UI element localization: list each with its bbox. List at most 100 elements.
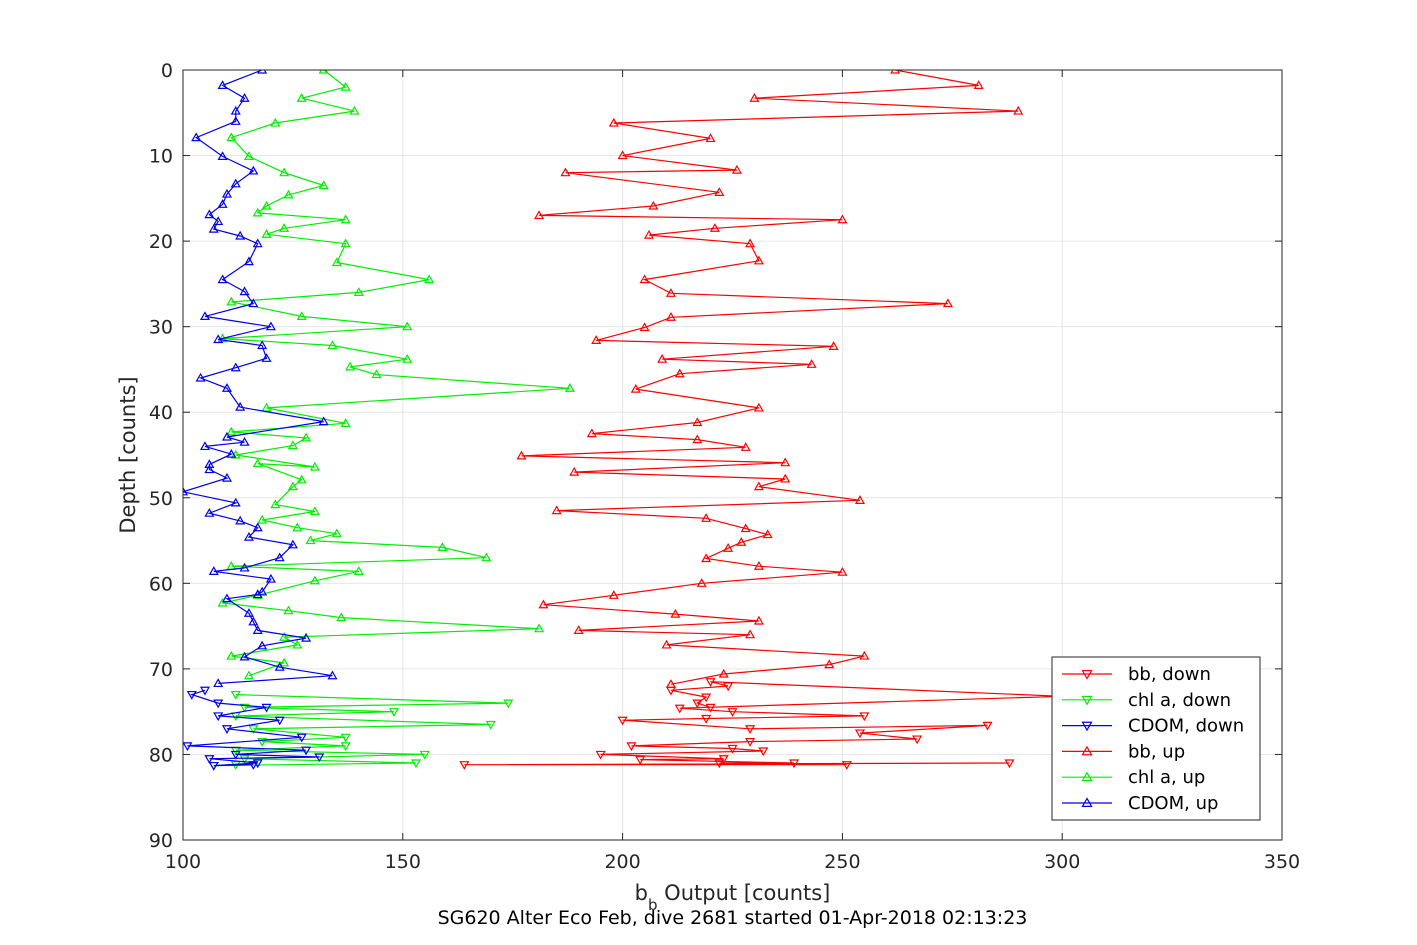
data-point [283, 189, 294, 199]
data-point [283, 605, 294, 615]
data-point [516, 450, 527, 460]
data-point [230, 690, 241, 700]
data-point [837, 567, 848, 576]
data-point [841, 761, 852, 770]
data-point [248, 761, 259, 770]
data-point [410, 759, 422, 769]
data-point [292, 522, 303, 532]
data-point [630, 383, 641, 393]
data-point [226, 448, 237, 458]
series-line-chl-a-up [222, 70, 570, 677]
data-point [982, 721, 993, 731]
series-bb-down [459, 678, 1068, 770]
data-point [279, 223, 290, 232]
data-point [252, 207, 263, 217]
data-point [252, 522, 263, 532]
data-point [230, 750, 241, 760]
data-point [265, 321, 276, 331]
data-point [213, 216, 224, 226]
data-point [301, 632, 312, 642]
data-point [749, 93, 760, 102]
data-point [318, 180, 329, 190]
x-tick-label: 100 [165, 851, 201, 873]
data-point [257, 514, 268, 524]
data-point [208, 566, 219, 575]
legend-marker [1081, 721, 1093, 732]
data-point [292, 639, 303, 649]
data-point [204, 209, 215, 219]
data-point [705, 703, 716, 713]
data-point [753, 255, 764, 265]
data-point [617, 150, 628, 160]
x-tick-label: 300 [1044, 851, 1080, 873]
data-point [701, 553, 712, 563]
data-point [859, 712, 870, 722]
data-point [854, 495, 866, 504]
data-point [279, 657, 290, 667]
x-axis-label-subscript: b [648, 896, 658, 914]
data-point [665, 312, 676, 321]
series-line-bb-down [464, 681, 1063, 766]
legend-label: chl a, up [1128, 767, 1205, 788]
data-point [305, 535, 316, 545]
data-point [890, 70, 901, 74]
series-cdom-down [183, 686, 325, 771]
y-tick-label: 10 [149, 146, 173, 168]
y-axis-label: Depth [counts] [116, 376, 140, 533]
data-point [243, 670, 254, 680]
data-point [1013, 105, 1024, 115]
data-point [635, 755, 646, 765]
data-point [657, 353, 668, 363]
data-point [674, 368, 685, 378]
data-point [714, 759, 725, 769]
axes: 100 150 200 250 300 350 0 10 20 30 40 50 60 70 80 90 [149, 60, 1300, 873]
data-point [252, 625, 263, 634]
data-point [183, 486, 189, 496]
legend-item: CDOM, up [1062, 793, 1218, 814]
data-point [204, 507, 215, 517]
legend-marker [1081, 797, 1093, 807]
legend-label: bb, up [1128, 741, 1185, 762]
y-tick-label: 80 [149, 744, 173, 766]
data-point [745, 738, 756, 747]
data-point [265, 573, 276, 583]
data-point [235, 515, 246, 525]
data-point [301, 432, 312, 442]
x-axis-label: bb Output [counts] [635, 881, 831, 914]
data-point [230, 497, 241, 507]
data-point [270, 117, 281, 127]
data-point [340, 238, 351, 248]
data-point [217, 80, 228, 90]
data-point [371, 369, 382, 379]
data-point [485, 720, 496, 730]
data-point [257, 340, 268, 350]
data-point [243, 151, 254, 161]
data-point [608, 117, 619, 127]
y-tick-label: 30 [149, 317, 173, 339]
data-point [973, 80, 984, 90]
data-point [195, 372, 206, 382]
data-point [753, 561, 764, 570]
data-point [208, 223, 219, 233]
data-point [213, 334, 224, 344]
data-point [270, 499, 281, 509]
data-point [327, 340, 338, 350]
data-point [309, 506, 320, 516]
x-tick-label: 350 [1264, 851, 1300, 873]
data-point [261, 200, 272, 210]
data-point [239, 703, 250, 713]
data-point [696, 578, 707, 587]
y-tick-label: 50 [149, 488, 173, 510]
data-point [296, 93, 307, 102]
data-point [230, 178, 241, 188]
data-point [318, 416, 329, 426]
data-point [230, 116, 241, 125]
data-point [709, 223, 720, 232]
y-tick-label: 0 [161, 60, 173, 82]
data-point [340, 418, 351, 427]
data-point [828, 341, 839, 350]
data-point [204, 755, 215, 764]
data-point [217, 597, 228, 607]
data-point [745, 238, 756, 248]
